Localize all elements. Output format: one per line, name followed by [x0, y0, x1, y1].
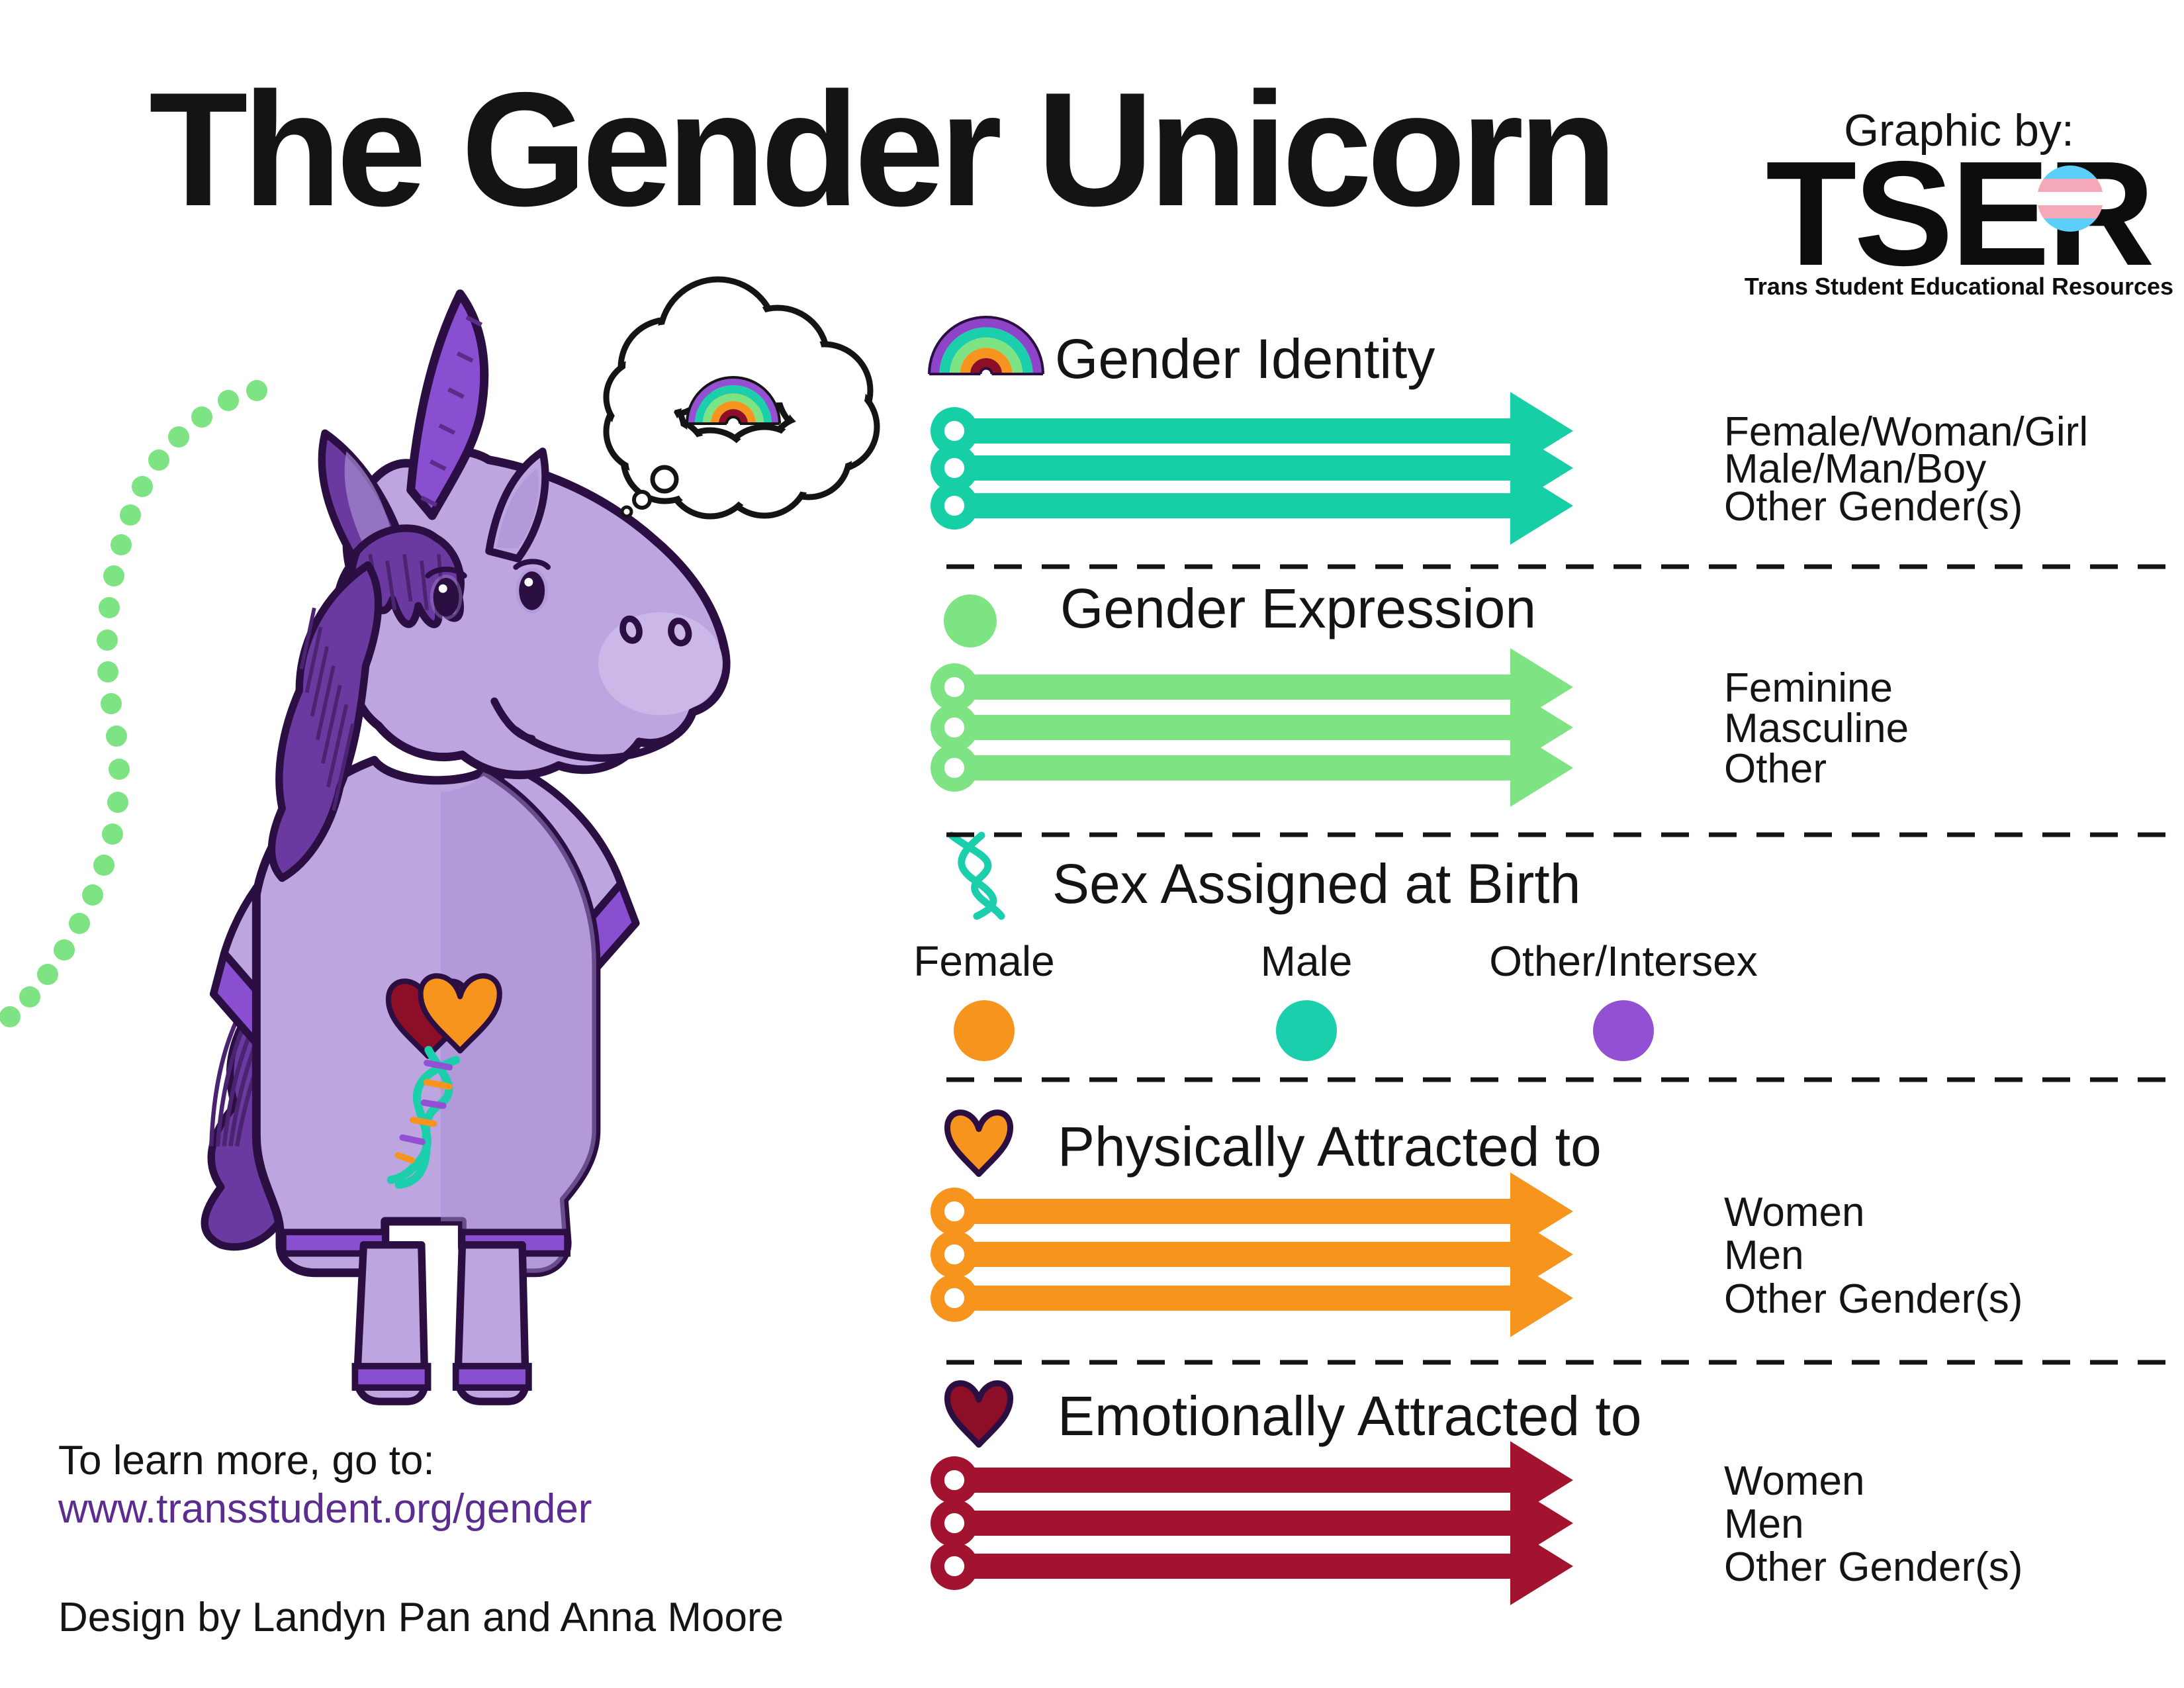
svg-text:Other: Other	[1724, 746, 1827, 792]
svg-text:Men: Men	[1724, 1233, 1804, 1278]
svg-text:Sex Assigned at Birth: Sex Assigned at Birth	[1052, 853, 1580, 915]
svg-text:Emotionally Attracted to: Emotionally Attracted to	[1058, 1385, 1641, 1447]
svg-text:Other/Intersex: Other/Intersex	[1489, 937, 1758, 985]
svg-text:Men: Men	[1724, 1501, 1804, 1547]
svg-text:Women: Women	[1724, 1190, 1865, 1235]
svg-text:Masculine: Masculine	[1724, 706, 1909, 751]
svg-text:Gender Identity: Gender Identity	[1055, 328, 1435, 390]
svg-text:Male: Male	[1261, 937, 1353, 985]
svg-text:The Gender Unicorn: The Gender Unicorn	[149, 58, 1612, 240]
svg-text:Other Gender(s): Other Gender(s)	[1724, 484, 2023, 530]
svg-text:www.transstudent.org/gender: www.transstudent.org/gender	[58, 1486, 592, 1532]
svg-text:Other Gender(s): Other Gender(s)	[1724, 1544, 2023, 1590]
svg-text:Gender Expression: Gender Expression	[1060, 577, 1536, 639]
svg-text:Other Gender(s): Other Gender(s)	[1724, 1276, 2023, 1322]
svg-text:Feminine: Feminine	[1724, 665, 1893, 711]
svg-text:Physically Attracted to: Physically Attracted to	[1058, 1115, 1602, 1178]
svg-text:To learn more, go to:: To learn more, go to:	[58, 1438, 435, 1483]
svg-text:Trans Student Educational Reso: Trans Student Educational Resources	[1745, 273, 2173, 300]
svg-text:Female: Female	[913, 937, 1054, 985]
svg-text:Women: Women	[1724, 1458, 1865, 1504]
svg-text:Design by Landyn Pan and Anna: Design by Landyn Pan and Anna Moore	[58, 1595, 784, 1640]
